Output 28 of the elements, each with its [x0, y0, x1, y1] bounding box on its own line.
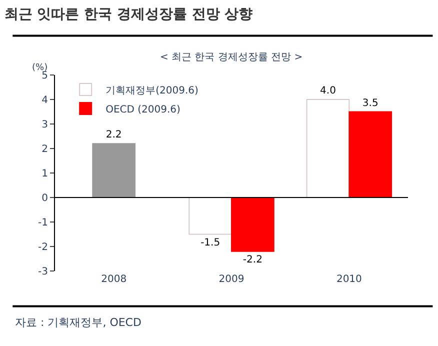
legend-label: 기획재정부(2009.6): [106, 85, 198, 96]
x-tick-label: 2009: [218, 274, 244, 285]
x-tick-label: 2008: [101, 274, 127, 285]
y-tick-label: -3: [38, 266, 48, 278]
bar: [306, 99, 350, 198]
y-tick-label: 1: [42, 168, 48, 180]
data-label: 4.0: [320, 86, 336, 96]
bar: [348, 111, 392, 198]
bar: [188, 197, 232, 235]
text: 자료 : 기획재정부, OECD: [15, 316, 142, 329]
chart-subtitle: < 최근 한국 경제성장률 전망 >: [160, 52, 303, 63]
y-tick-label: 2: [42, 144, 48, 155]
data-label: -2.2: [242, 254, 262, 266]
y-tick-label: -1: [38, 218, 48, 228]
data-label: 3.5: [362, 98, 378, 109]
data-label: -1.5: [200, 237, 220, 248]
y-tick-label: -2: [38, 242, 48, 253]
y-tick-label: 0: [42, 193, 48, 204]
y-tick-label: 4: [42, 95, 48, 106]
legend-label: OECD (2009.6): [106, 104, 181, 116]
data-label: 2.2: [106, 130, 122, 141]
chart-title: 최근 잇따른 한국 경제성장률 전망 상향: [4, 6, 253, 22]
y-tick-label: 3: [42, 120, 48, 130]
bar: [92, 143, 136, 198]
x-tick-label: 2010: [336, 274, 362, 285]
bar: [231, 197, 274, 252]
y-tick-label: 5: [42, 70, 48, 82]
y-axis-title: (%): [32, 63, 48, 73]
